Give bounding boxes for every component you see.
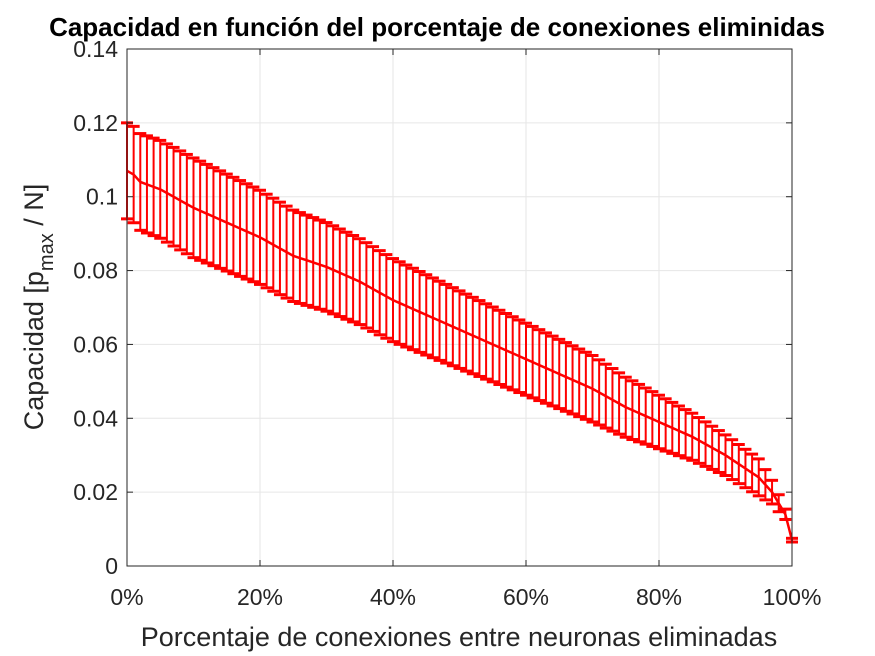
x-axis-ticks: 0% 20% 40% 60% 80% 100% [110,49,821,610]
x-axis-label: Porcentaje de conexiones entre neuronas … [141,622,777,652]
y-tick-label: 0 [105,553,118,579]
x-tick-label: 60% [503,584,549,610]
series-errorbar-layer [121,121,798,544]
y-axis-label-subscript: max [36,233,58,271]
x-tick-label: 40% [370,584,416,610]
x-tick-label: 20% [237,584,283,610]
y-tick-label: 0.02 [73,479,118,505]
y-axis-label: Capacidad [pmax / N] [19,184,58,430]
series-mean-line [126,169,794,541]
x-tick-label: 100% [763,584,822,610]
y-axis-label-main: Capacidad [p [19,271,49,430]
y-axis-ticks: 0 0.02 0.04 0.06 0.08 0.1 0.12 0.14 [73,36,792,579]
x-tick-label: 0% [110,584,143,610]
y-axis-label-tail: / N] [19,184,49,234]
x-tick-label: 80% [636,584,682,610]
y-tick-label: 0.12 [73,110,118,136]
y-tick-label: 0.1 [86,184,118,210]
y-tick-label: 0.06 [73,331,118,357]
y-tick-label: 0.14 [73,36,118,62]
chart-title: Capacidad en función del porcentaje de c… [49,12,825,42]
y-tick-label: 0.04 [73,405,118,431]
plot-frame [126,48,793,567]
y-tick-label: 0.08 [73,258,118,284]
